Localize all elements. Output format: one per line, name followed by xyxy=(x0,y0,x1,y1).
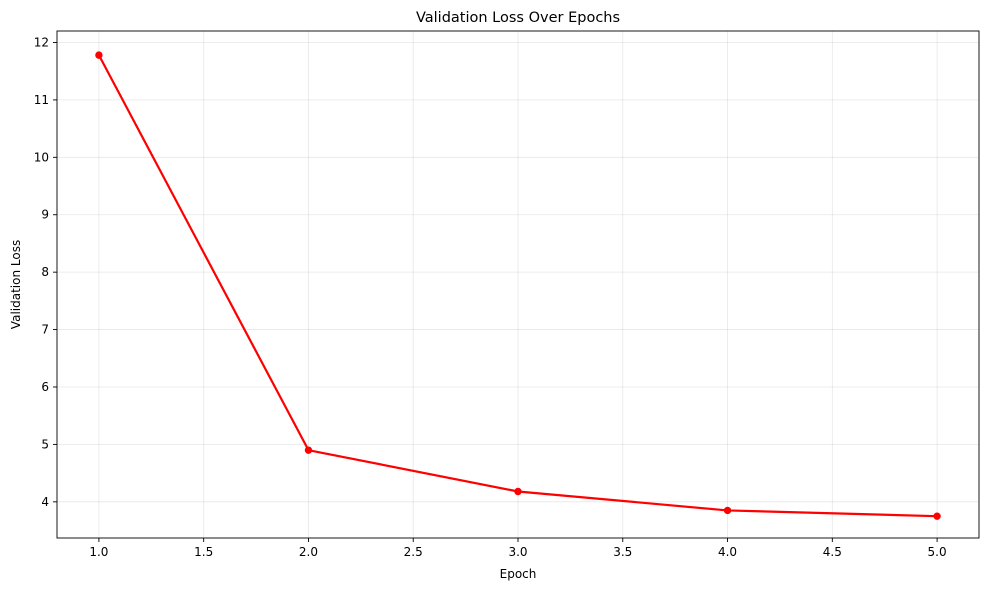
x-tick-label: 1.0 xyxy=(89,545,108,559)
x-tick-label: 4.5 xyxy=(823,545,842,559)
data-point xyxy=(95,51,103,59)
x-tick-label: 2.5 xyxy=(404,545,423,559)
data-point xyxy=(304,446,313,454)
data-point xyxy=(723,506,732,515)
x-axis-label: Epoch xyxy=(500,567,537,581)
y-tick-label: 8 xyxy=(41,265,49,279)
y-tick-label: 9 xyxy=(41,208,49,222)
y-tick-label: 4 xyxy=(41,495,49,509)
chart-title: Validation Loss Over Epochs xyxy=(416,10,620,26)
y-tick-label: 5 xyxy=(41,437,49,451)
x-tick-label: 3.5 xyxy=(613,545,632,559)
x-tick-label: 5.0 xyxy=(928,545,947,559)
axis-ticks: 1.0 1.5 2.0 2.5 3.0 3.5 4.0 4.5 5.0 4 5 6 7 8 9 10 11 12 xyxy=(34,35,947,559)
x-tick-label: 3.0 xyxy=(508,545,527,559)
y-tick-label: 11 xyxy=(34,93,49,107)
y-tick-label: 12 xyxy=(34,35,49,49)
series-layer xyxy=(95,51,941,520)
x-tick-label: 1.5 xyxy=(194,545,213,559)
y-tick-label: 10 xyxy=(34,150,49,164)
y-axis-label: Validation Loss xyxy=(9,240,23,329)
grid xyxy=(57,31,979,538)
y-tick-label: 6 xyxy=(41,380,49,394)
x-tick-label: 4.0 xyxy=(718,545,737,559)
data-point xyxy=(514,487,522,496)
y-tick-label: 7 xyxy=(41,323,49,337)
x-tick-label: 2.0 xyxy=(299,545,318,559)
data-point xyxy=(933,512,941,520)
